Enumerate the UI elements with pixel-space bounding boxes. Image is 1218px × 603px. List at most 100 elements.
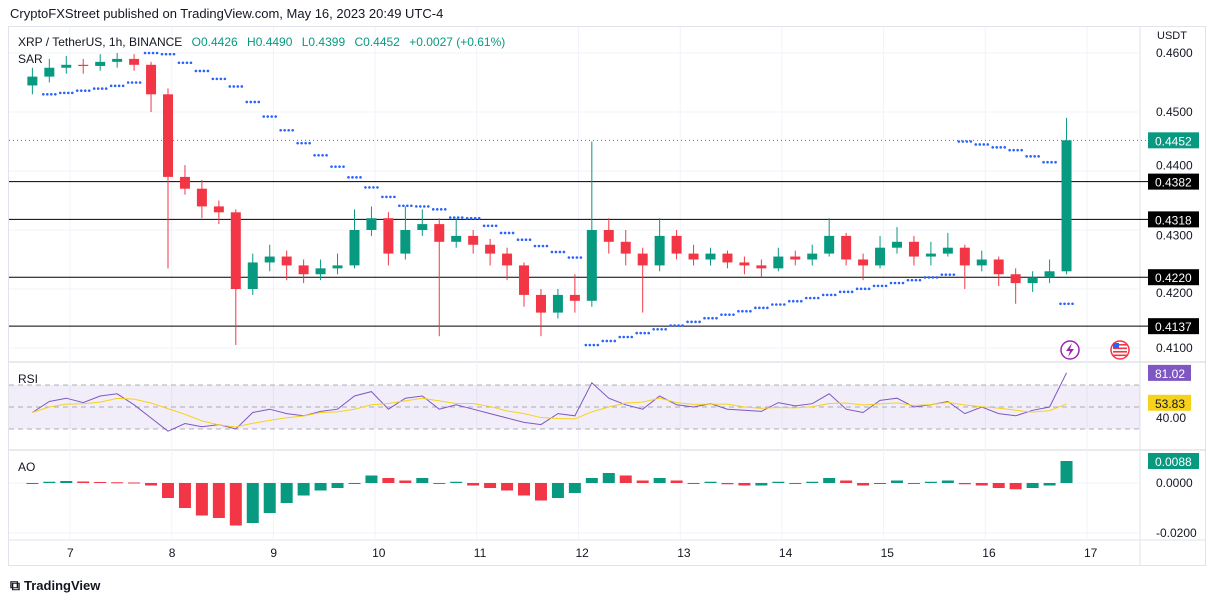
sar-dot: [245, 100, 249, 104]
sar-dot: [283, 128, 286, 132]
sar-dot: [579, 256, 583, 259]
candle-body: [95, 61, 106, 66]
candle-body: [61, 64, 72, 68]
sar-indicator-label[interactable]: SAR: [18, 52, 43, 66]
sar-dot: [884, 284, 888, 288]
candle-body: [654, 235, 665, 266]
sar-dot: [511, 231, 515, 235]
candle-body: [146, 64, 157, 95]
sar-dot: [334, 165, 337, 168]
ao-bar: [585, 478, 598, 483]
sar-dot: [779, 303, 782, 306]
candle-body: [858, 259, 869, 266]
sar-dot: [342, 165, 345, 168]
tradingview-logo[interactable]: ⧉ TradingView: [10, 577, 100, 594]
candle-body: [756, 265, 767, 269]
rsi-indicator-label[interactable]: RSI: [18, 372, 39, 386]
level-price-label: 0.4220: [1155, 271, 1192, 285]
sar-dot: [982, 143, 986, 146]
ao-bar: [212, 483, 225, 518]
sar-dot: [601, 339, 605, 343]
candle-body: [569, 294, 580, 301]
sar-dot: [715, 316, 718, 320]
sar-dot: [257, 100, 261, 104]
sar-dot: [664, 327, 667, 331]
time-tick-label: 15: [881, 546, 895, 560]
sar-dot: [673, 324, 676, 327]
sar-dot: [1037, 155, 1040, 158]
time-tick-label: 8: [169, 546, 176, 560]
ao-bar: [518, 483, 531, 496]
ao-bar: [874, 483, 887, 484]
ao-bar: [924, 481, 937, 483]
ao-value-tag: [1148, 453, 1199, 469]
ao-bar: [501, 483, 514, 491]
sar-dot: [707, 316, 710, 320]
symbol-title[interactable]: XRP / TetherUS, 1h, BINANCE: [18, 35, 183, 49]
candle-body: [1027, 277, 1038, 284]
ao-bar: [26, 483, 39, 484]
sar-dot: [1029, 155, 1032, 158]
candle-body: [162, 94, 173, 177]
candle-body: [976, 259, 987, 266]
sar-dot: [228, 85, 232, 88]
tradingview-logo-icon: ⧉: [10, 577, 20, 593]
ao-bar: [840, 480, 853, 483]
sar-dot: [83, 89, 87, 92]
sar-dot: [147, 51, 151, 55]
ao-bar: [433, 483, 446, 484]
high-value: H0.4490: [247, 35, 293, 49]
candle-body: [993, 259, 1004, 275]
candle-body: [129, 58, 140, 65]
sar-dot: [681, 324, 684, 327]
sar-dot: [787, 299, 791, 303]
sar-dot: [711, 316, 714, 320]
ao-indicator-label[interactable]: AO: [18, 460, 36, 474]
sar-dot: [910, 278, 914, 282]
sar-dot: [368, 186, 371, 189]
sar-dot: [703, 316, 706, 320]
candle-body: [434, 224, 445, 242]
candle-body: [637, 253, 648, 266]
lightning-icon[interactable]: [1060, 340, 1080, 360]
rsi-tick-label: 40.00: [1156, 411, 1186, 425]
ao-bar: [687, 483, 700, 484]
candle-body: [807, 253, 818, 260]
sar-dot: [969, 140, 973, 143]
sar-dot: [635, 331, 638, 335]
last-price-label: 0.4452: [1155, 134, 1192, 148]
ao-bar: [670, 480, 683, 483]
time-tick-label: 17: [1084, 546, 1098, 560]
tradingview-logo-text: TradingView: [24, 578, 101, 593]
ao-bar: [1009, 483, 1022, 490]
candle-body: [586, 230, 597, 301]
sar-dot: [545, 244, 549, 248]
sar-dot: [194, 69, 198, 73]
sar-dot: [381, 195, 384, 199]
sar-dot: [995, 146, 999, 149]
rsi-ma-tag: [1148, 394, 1191, 411]
sar-dot: [211, 77, 215, 81]
sar-dot: [952, 273, 956, 276]
sar-dot: [325, 153, 328, 157]
candle-body: [349, 230, 360, 266]
ao-bar: [280, 483, 293, 503]
candle-body: [824, 235, 835, 254]
sar-dot: [537, 244, 541, 248]
sar-dot: [206, 69, 210, 73]
us-flag-icon[interactable]: [1110, 340, 1130, 360]
sar-dot: [70, 91, 74, 95]
ao-bar: [636, 480, 649, 483]
ao-bar: [484, 483, 497, 488]
ao-bar: [145, 483, 158, 486]
candle-body: [332, 265, 343, 269]
time-tick-label: 14: [779, 546, 793, 560]
sar-dot: [596, 343, 600, 347]
sar-dot: [893, 281, 897, 285]
sar-dot: [249, 100, 253, 104]
sar-dot: [1063, 302, 1066, 306]
sar-dot: [151, 51, 155, 55]
sar-dot: [477, 216, 481, 220]
rsi-value-tag: [1148, 364, 1191, 381]
